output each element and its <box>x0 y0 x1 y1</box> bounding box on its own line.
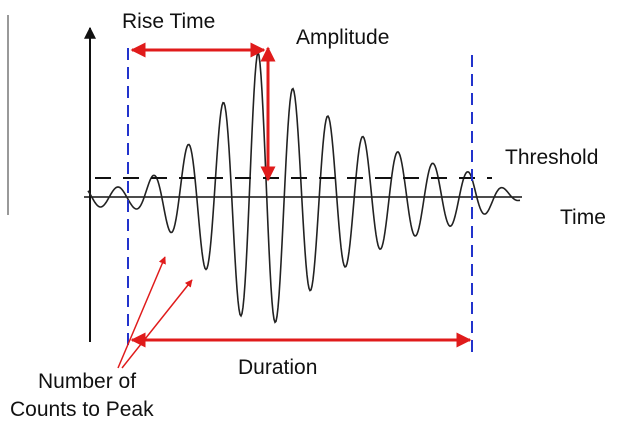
time-label: Time <box>560 206 606 229</box>
threshold-label: Threshold <box>505 146 598 169</box>
waveform <box>87 48 521 324</box>
duration-label: Duration <box>238 356 317 379</box>
counts-label: Number of <box>38 370 136 393</box>
counts-label: Counts to Peak <box>10 398 154 421</box>
count-arrow <box>121 279 193 369</box>
count-arrow <box>117 256 166 369</box>
amplitude-label: Amplitude <box>296 26 389 49</box>
rise-time-label: Rise Time <box>122 10 215 33</box>
